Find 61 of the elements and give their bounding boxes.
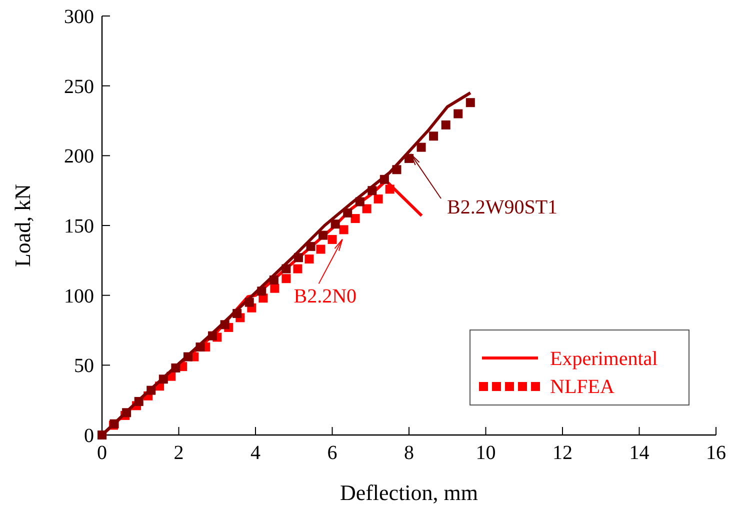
y-tick-label: 300 [64, 6, 94, 28]
x-tick-label: 16 [706, 442, 726, 464]
point [416, 142, 426, 152]
point [316, 244, 326, 254]
point [146, 386, 156, 395]
point [454, 109, 463, 118]
point [282, 264, 291, 274]
point [374, 194, 383, 204]
point [232, 308, 242, 318]
x-tick-label: 2 [174, 442, 184, 464]
y-tick-label: 50 [74, 355, 94, 378]
y-tick-label: 100 [64, 285, 94, 308]
y-tick-label: 150 [64, 216, 94, 238]
x-axis-title: Deflection, mm [340, 480, 478, 505]
x-tick-label: 12 [552, 442, 572, 464]
point [257, 286, 266, 296]
point [183, 352, 192, 362]
point [158, 374, 168, 384]
x-tick-label: 10 [476, 442, 496, 464]
point [171, 363, 180, 372]
x-tick-label: 4 [250, 442, 260, 464]
annotation: B2.2N0 [294, 286, 357, 308]
y-tick-label: 250 [64, 76, 94, 98]
point [244, 298, 254, 307]
point [429, 132, 438, 141]
point [98, 430, 106, 440]
point [208, 331, 218, 340]
point [134, 396, 144, 406]
legend-label: Experimental [550, 348, 658, 370]
x-tick-label: 14 [629, 442, 650, 464]
annotation: B2.2W90ST1 [447, 196, 558, 218]
point [122, 408, 132, 418]
point [328, 234, 337, 244]
point [339, 225, 348, 234]
point [343, 208, 352, 218]
point [392, 165, 402, 174]
point [385, 184, 394, 194]
point [330, 220, 340, 229]
point [362, 204, 372, 214]
point [196, 342, 205, 352]
point [304, 254, 314, 264]
point [318, 230, 328, 240]
point [220, 320, 230, 330]
point [269, 275, 278, 284]
point [270, 284, 280, 293]
x-tick-label: 8 [404, 442, 414, 464]
point [282, 274, 291, 284]
y-tick-label: 0 [84, 425, 94, 447]
y-axis-title: Load, kN [10, 184, 35, 268]
legend-label: NLFEA [550, 376, 615, 398]
point [294, 253, 303, 262]
point [306, 242, 316, 251]
point [293, 264, 302, 274]
point [466, 98, 475, 108]
point [441, 120, 450, 130]
x-tick-label: 6 [327, 442, 338, 464]
point [368, 186, 377, 196]
point [355, 197, 364, 206]
point [350, 214, 360, 224]
point [380, 174, 389, 184]
y-tick-label: 200 [64, 146, 94, 168]
